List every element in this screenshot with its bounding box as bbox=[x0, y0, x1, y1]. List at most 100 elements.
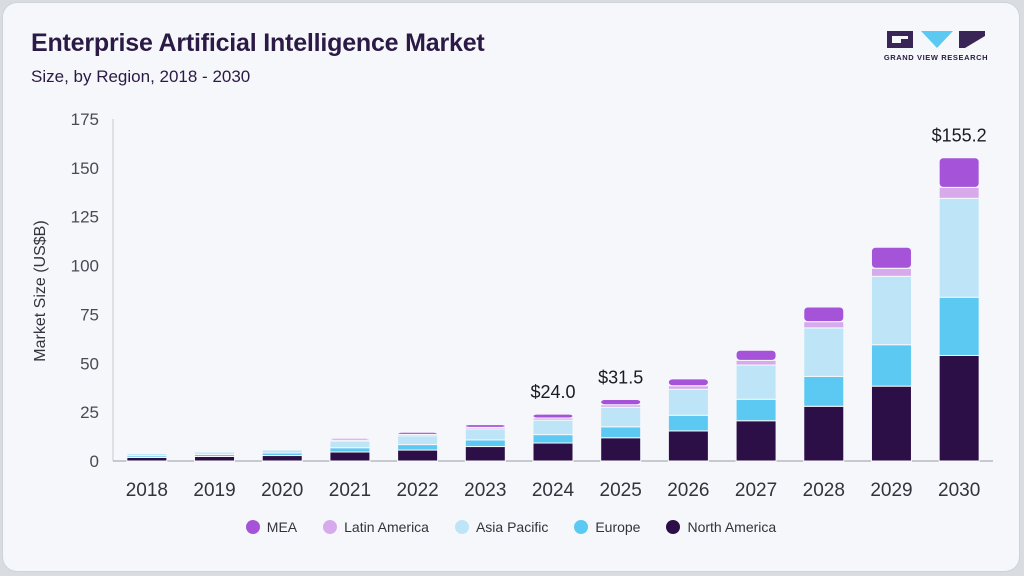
stacked-bar-chart: 0 25 50 75 100 125 150 175 2018 2019 2020 2021 2022… bbox=[32, 110, 993, 501]
bar-latin-america-2027 bbox=[735, 359, 777, 366]
bar-asia-pacific-2028 bbox=[803, 327, 845, 377]
total-label-2024: $24.0 bbox=[530, 382, 575, 402]
bar-stack-2027 bbox=[735, 349, 777, 462]
bar-europe-2024 bbox=[532, 434, 574, 444]
bar-europe-2029 bbox=[870, 344, 912, 387]
x-tick-label: 2026 bbox=[667, 480, 709, 501]
total-labels: $24.0 $31.5 $155.2 bbox=[530, 126, 986, 402]
x-tick-label: 2020 bbox=[261, 480, 303, 501]
bar-north-america-2023 bbox=[464, 446, 506, 462]
y-tick-label: 0 bbox=[90, 452, 99, 471]
chart-title: Enterprise Artificial Intelligence Marke… bbox=[31, 29, 485, 57]
legend-item-north-america: North America bbox=[666, 519, 776, 535]
bar-mea-2029 bbox=[870, 246, 912, 269]
bar-europe-2026 bbox=[667, 414, 709, 432]
y-axis-title: Market Size (US$B) bbox=[32, 220, 49, 361]
legend-swatch-icon bbox=[454, 520, 469, 534]
bar-europe-2023 bbox=[464, 439, 506, 448]
bar-mea-2025 bbox=[600, 398, 642, 406]
bar-mea-2020 bbox=[261, 447, 303, 450]
legend-swatch-icon bbox=[323, 520, 338, 534]
bar-stack-2030 bbox=[938, 157, 980, 462]
bar-latin-america-2026 bbox=[667, 385, 709, 390]
bar-north-america-2021 bbox=[329, 451, 371, 462]
y-tick-label: 25 bbox=[80, 403, 99, 422]
legend-item-asia-pacific: Asia Pacific bbox=[454, 519, 549, 535]
bar-mea-2021 bbox=[329, 437, 371, 441]
x-tick-label: 2025 bbox=[600, 480, 642, 501]
bar-north-america-2026 bbox=[667, 430, 709, 462]
bar-latin-america-2030 bbox=[938, 186, 980, 199]
bar-asia-pacific-2030 bbox=[938, 197, 980, 298]
bar-asia-pacific-2021 bbox=[329, 440, 371, 449]
y-tick-label: 75 bbox=[80, 305, 99, 324]
bar-stack-2019 bbox=[194, 450, 236, 462]
legend-swatch-icon bbox=[245, 520, 260, 534]
y-tick-label: 100 bbox=[71, 257, 99, 276]
bar-europe-2028 bbox=[803, 375, 845, 407]
legend-label: MEA bbox=[266, 519, 298, 535]
bar-europe-2025 bbox=[600, 426, 642, 439]
y-tick-label: 125 bbox=[71, 208, 99, 227]
bar-north-america-2020 bbox=[261, 455, 303, 462]
bar-europe-2030 bbox=[938, 296, 980, 356]
chart-card: Enterprise Artificial Intelligence Marke… bbox=[3, 3, 1019, 571]
bar-stack-2024 bbox=[532, 413, 574, 462]
x-tick-label: 2021 bbox=[329, 480, 371, 501]
bar-stack-2029 bbox=[870, 246, 912, 462]
y-tick-label: 175 bbox=[71, 110, 99, 129]
legend-item-europe: Europe bbox=[574, 519, 640, 535]
bar-asia-pacific-2029 bbox=[870, 275, 912, 346]
legend-label: Europe bbox=[595, 519, 641, 535]
y-tick-label: 150 bbox=[71, 159, 99, 178]
bar-stack-2028 bbox=[803, 306, 845, 462]
x-tick-label: 2030 bbox=[938, 480, 980, 501]
bar-europe-2021 bbox=[329, 447, 371, 453]
x-tick-label: 2024 bbox=[532, 480, 575, 501]
legend: MEA Latin America Asia Pacific Europe North … bbox=[3, 519, 1019, 535]
grand-view-research-logo-icon bbox=[887, 31, 985, 48]
bar-north-america-2029 bbox=[870, 385, 912, 462]
legend-label: Asia Pacific bbox=[475, 519, 549, 535]
bar-mea-2023 bbox=[464, 424, 506, 428]
x-tick-label: 2019 bbox=[193, 480, 235, 501]
y-tick-label: 50 bbox=[80, 354, 99, 373]
bar-north-america-2028 bbox=[803, 405, 845, 462]
bar-north-america-2024 bbox=[532, 442, 574, 462]
bar-asia-pacific-2027 bbox=[735, 364, 777, 400]
bar-north-america-2022 bbox=[397, 449, 439, 462]
bar-stack-2021 bbox=[329, 437, 371, 462]
x-tick-label: 2029 bbox=[870, 480, 912, 501]
total-label-2025: $31.5 bbox=[598, 367, 643, 387]
total-label-2030: $155.2 bbox=[932, 126, 987, 146]
y-axis-ticks: 0 25 50 75 100 125 150 175 bbox=[71, 110, 99, 471]
chart-subtitle: Size, by Region, 2018 - 2030 bbox=[31, 67, 251, 86]
bar-mea-2024 bbox=[532, 413, 574, 419]
legend-swatch-icon bbox=[666, 520, 681, 534]
bar-mea-2030 bbox=[938, 157, 980, 188]
bar-stack-2023 bbox=[464, 424, 506, 462]
x-axis-labels: 2018 2019 2020 2021 2022 2023 2024 2025 2026 2027… bbox=[126, 480, 981, 501]
bar-north-america-2030 bbox=[938, 354, 980, 462]
legend-swatch-icon bbox=[574, 520, 589, 534]
bars-group bbox=[126, 157, 980, 462]
bar-stack-2025 bbox=[600, 398, 642, 462]
logo-text: GRAND VIEW RESEARCH bbox=[883, 53, 989, 62]
bar-stack-2018 bbox=[126, 452, 168, 462]
bar-mea-2026 bbox=[667, 378, 709, 387]
legend-label: North America bbox=[687, 519, 777, 535]
bar-asia-pacific-2026 bbox=[667, 388, 709, 416]
bar-asia-pacific-2024 bbox=[532, 419, 574, 436]
bar-stack-2022 bbox=[397, 431, 439, 462]
x-tick-label: 2028 bbox=[803, 480, 845, 501]
bar-mea-2028 bbox=[803, 306, 845, 323]
x-tick-label: 2023 bbox=[464, 480, 506, 501]
bar-north-america-2025 bbox=[600, 437, 642, 462]
bar-latin-america-2029 bbox=[870, 267, 912, 277]
bar-north-america-2018 bbox=[126, 456, 168, 462]
bar-europe-2022 bbox=[397, 444, 439, 451]
bar-latin-america-2028 bbox=[803, 321, 845, 329]
legend-item-latin-america: Latin America bbox=[323, 519, 429, 535]
bar-north-america-2027 bbox=[735, 420, 777, 462]
bar-asia-pacific-2025 bbox=[600, 406, 642, 428]
